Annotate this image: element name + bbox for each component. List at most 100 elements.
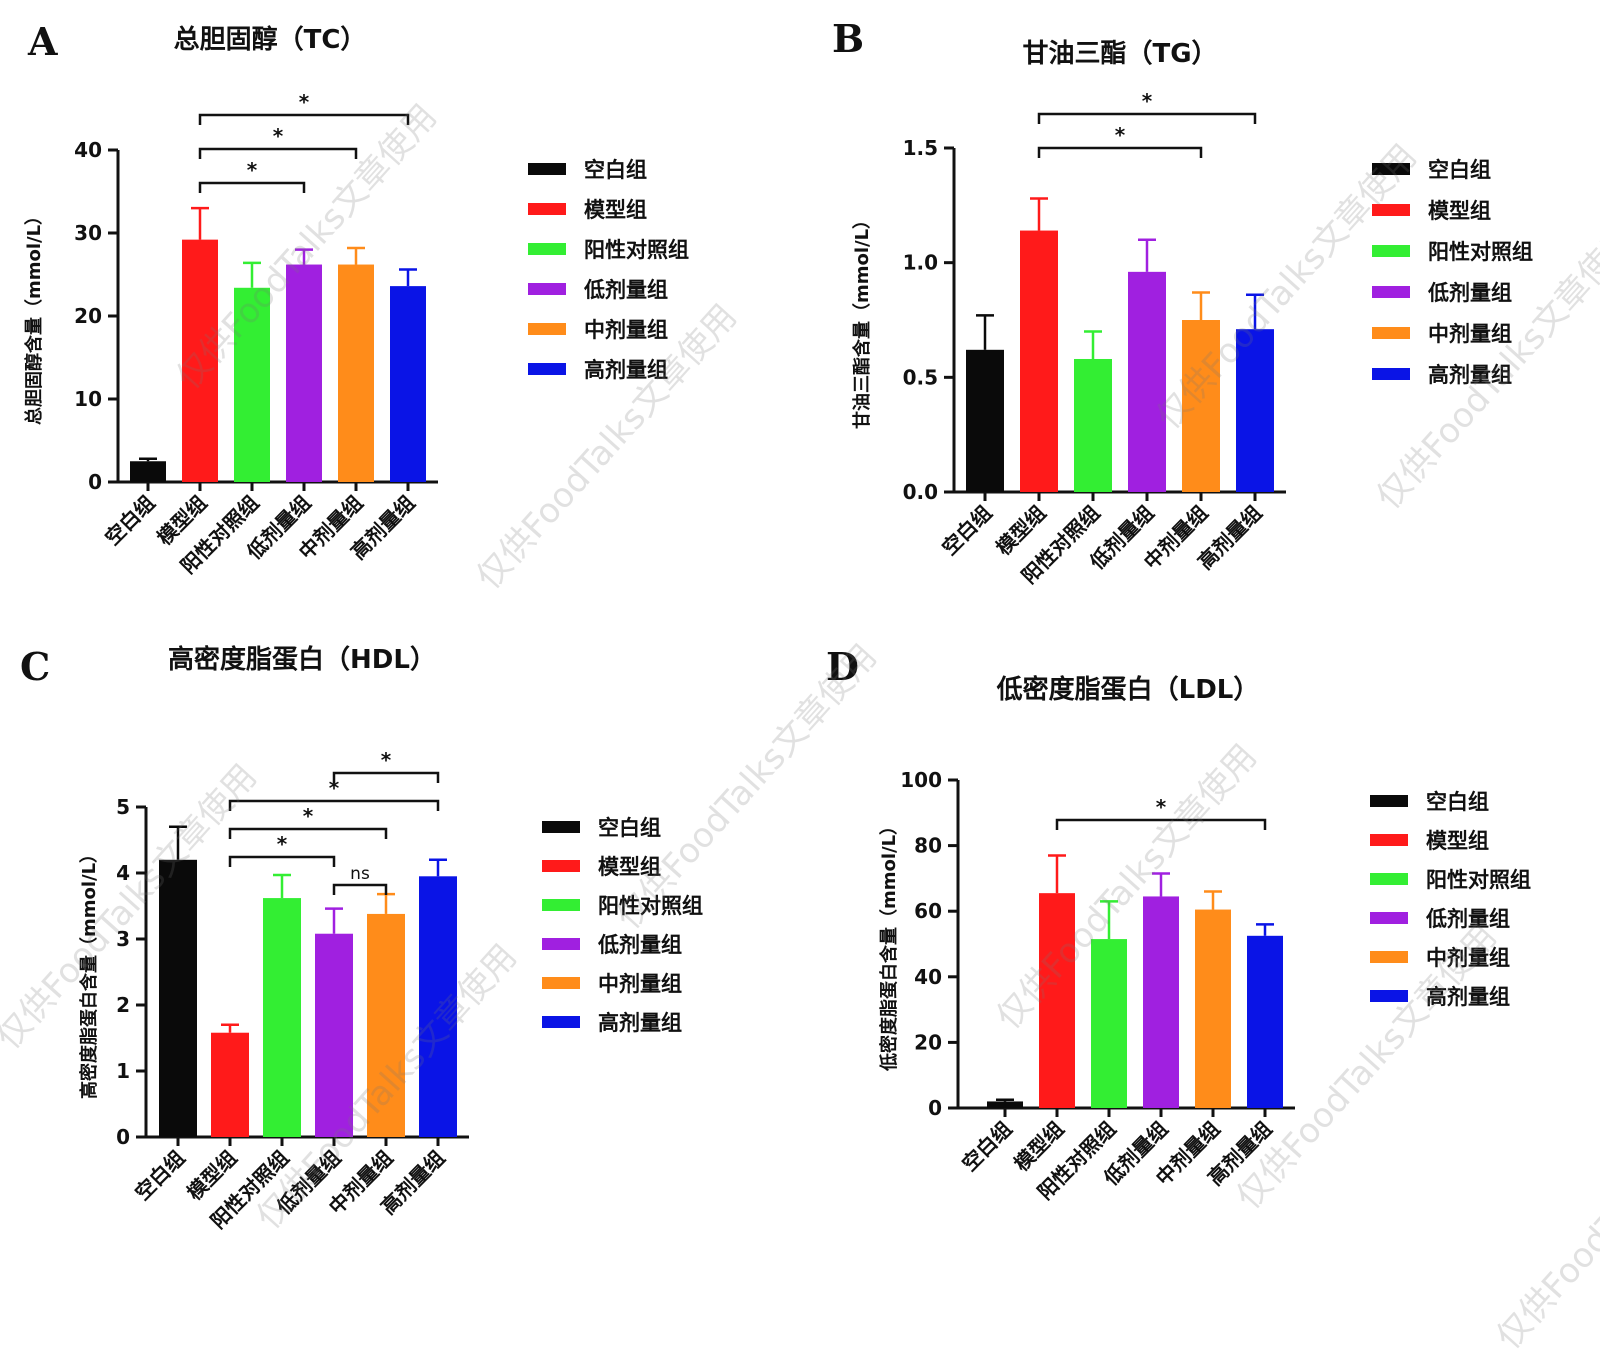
legend-swatch — [542, 977, 580, 989]
y-tick-label: 0.0 — [903, 480, 938, 504]
significance-label: * — [381, 748, 392, 772]
y-tick-label: 100 — [900, 768, 942, 792]
panel-letter: C — [20, 644, 50, 689]
significance-label: * — [1142, 89, 1153, 113]
legend-label: 高剂量组 — [584, 358, 668, 382]
y-tick-label: 1.0 — [903, 251, 938, 275]
legend-label: 阳性对照组 — [584, 238, 689, 262]
bar-高剂量组 — [419, 876, 457, 1137]
legend-label: 空白组 — [1428, 158, 1491, 182]
y-tick-label: 0 — [88, 470, 102, 494]
significance-bracket — [228, 799, 440, 811]
legend-swatch — [1372, 286, 1410, 298]
y-tick-label: 10 — [74, 387, 102, 411]
bar-阳性对照组 — [1074, 358, 1112, 492]
bar-高剂量组 — [1236, 329, 1274, 492]
panel-letter: A — [27, 19, 58, 64]
legend-swatch — [1372, 163, 1410, 175]
legend-swatch — [1370, 834, 1408, 846]
legend-label: 低剂量组 — [583, 278, 668, 302]
legend-label: 中剂量组 — [1428, 322, 1512, 346]
legend-swatch — [528, 283, 566, 295]
legend-swatch — [542, 821, 580, 833]
legend-swatch — [1370, 912, 1408, 924]
legend-swatch — [542, 1016, 580, 1028]
bar-高剂量组 — [390, 286, 426, 482]
legend-swatch — [528, 163, 566, 175]
legend-label: 低剂量组 — [1427, 281, 1512, 305]
legend-label: 低剂量组 — [597, 933, 682, 957]
legend-swatch — [1372, 204, 1410, 216]
legend-swatch — [1372, 368, 1410, 380]
y-tick-label: 3 — [116, 927, 130, 951]
bar-空白组 — [159, 859, 197, 1137]
significance-bracket — [332, 771, 440, 783]
bar-高剂量组 — [1247, 935, 1283, 1108]
legend-swatch — [1370, 873, 1408, 885]
bar-中剂量组 — [1182, 320, 1220, 492]
legend-label: 高剂量组 — [1428, 363, 1512, 387]
significance-label: * — [299, 90, 310, 114]
significance-label: * — [1115, 123, 1126, 147]
panel-a-tc-chart: A 总胆固醇（TC） 0 10 20 30 40 总胆固醇含量（mmol/L） 空白组 模型组 阳性… — [0, 0, 800, 640]
bar-阳性对照组 — [234, 287, 270, 482]
legend-label: 中剂量组 — [584, 318, 668, 342]
legend-label: 模型组 — [598, 855, 661, 879]
y-tick-label: 80 — [914, 834, 942, 858]
significance-bracket — [1037, 146, 1203, 158]
bar-低剂量组 — [315, 933, 353, 1137]
significance-bracket — [198, 147, 358, 159]
legend-swatch — [528, 323, 566, 335]
chart-svg: A 总胆固醇（TC）010203040总胆固醇含量（mmol/L）空白组模型组阳性… — [23, 19, 689, 578]
significance-label: ns — [350, 864, 370, 884]
y-tick-label: 5 — [116, 795, 130, 819]
bar-阳性对照组 — [1091, 939, 1127, 1108]
y-tick-label: 0.5 — [903, 365, 938, 389]
y-tick-label: 20 — [74, 304, 102, 328]
y-tick-label: 4 — [116, 861, 130, 885]
significance-bracket — [198, 113, 410, 125]
y-axis-title: 总胆固醇含量（mmol/L） — [23, 207, 45, 425]
legend-swatch — [1370, 990, 1408, 1002]
legend-label: 空白组 — [598, 816, 661, 840]
significance-label: * — [303, 804, 314, 828]
legend-swatch — [1370, 795, 1408, 807]
panel-c-hdl-chart: C 高密度脂蛋白（HDL） 0 1 2 3 4 5 高密度脂蛋白含量（mmol/L） 空白组 模型组… — [0, 640, 800, 1280]
legend-label: 阳性对照组 — [1426, 868, 1531, 892]
y-tick-label: 40 — [74, 138, 102, 162]
chart-svg: C 高密度脂蛋白（HDL）012345高密度脂蛋白含量（mmol/L）空白组模型组… — [20, 644, 703, 1233]
chart-title: 高密度脂蛋白（HDL） — [168, 644, 436, 675]
significance-label: * — [329, 776, 340, 800]
legend-swatch — [528, 363, 566, 375]
y-tick-label: 1 — [116, 1059, 130, 1083]
legend-swatch — [528, 203, 566, 215]
y-tick-label: 2 — [116, 993, 130, 1017]
chart-title: 总胆固醇（TC） — [174, 24, 367, 55]
y-tick-label: 0 — [928, 1096, 942, 1120]
significance-label: * — [1156, 795, 1167, 819]
significance-bracket — [228, 855, 336, 867]
significance-label: * — [277, 832, 288, 856]
x-category-label: 空白组 — [957, 1117, 1016, 1176]
x-category-label: 空白组 — [937, 501, 996, 560]
chart-title: 低密度脂蛋白（LDL） — [996, 674, 1260, 705]
bar-空白组 — [987, 1101, 1023, 1108]
y-tick-label: 0 — [116, 1125, 130, 1149]
y-tick-label: 60 — [914, 899, 942, 923]
panel-letter: B — [832, 16, 864, 61]
significance-bracket — [198, 181, 306, 193]
legend-label: 中剂量组 — [1426, 946, 1510, 970]
legend-swatch — [1372, 245, 1410, 257]
bar-低剂量组 — [1143, 896, 1179, 1108]
legend-swatch — [542, 860, 580, 872]
legend-swatch — [1372, 327, 1410, 339]
x-category-label: 空白组 — [130, 1146, 189, 1205]
chart-svg: D 低密度脂蛋白（LDL） 0 20 40 60 80 100 低密度脂蛋白含量（mmol/L）… — [826, 644, 1531, 1204]
bar-模型组 — [182, 239, 218, 482]
bar-空白组 — [966, 349, 1004, 492]
bar-模型组 — [1020, 230, 1058, 492]
bar-模型组 — [211, 1032, 249, 1137]
y-tick-label: 1.5 — [903, 136, 938, 160]
legend-label: 高剂量组 — [1426, 985, 1510, 1009]
legend-label: 高剂量组 — [598, 1011, 682, 1035]
